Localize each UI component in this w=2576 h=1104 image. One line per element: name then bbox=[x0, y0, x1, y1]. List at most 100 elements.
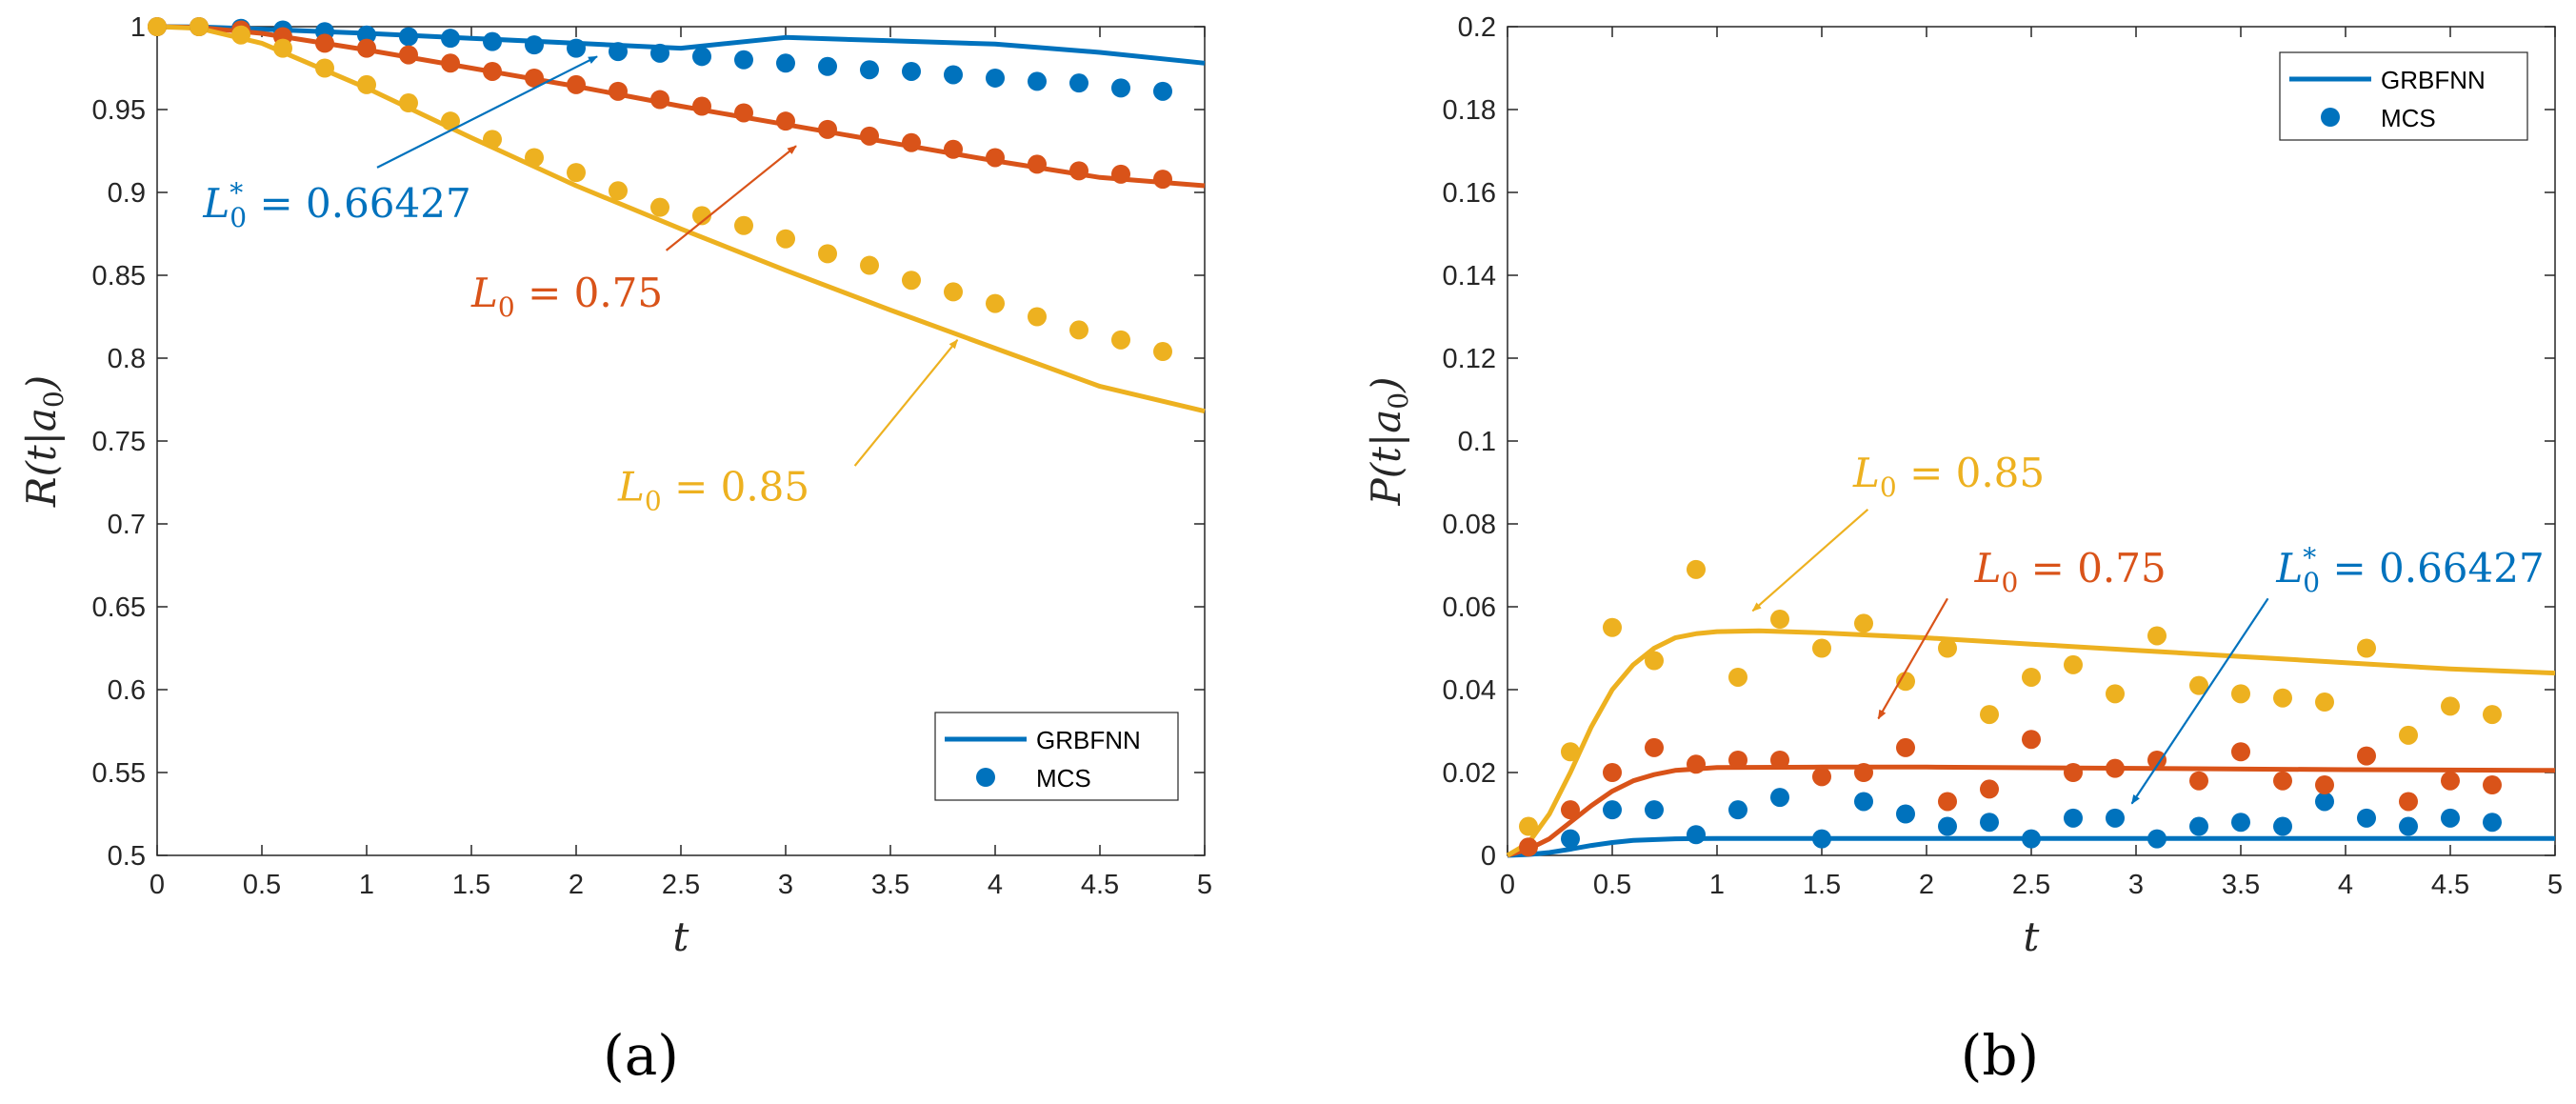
mcs-point bbox=[190, 17, 209, 36]
mcs-point bbox=[2064, 763, 2083, 782]
y-tick-label: 0.16 bbox=[1443, 178, 1496, 209]
annotation-arrow bbox=[2130, 597, 2269, 805]
mcs-point bbox=[315, 33, 334, 53]
annotation-arrow bbox=[853, 339, 959, 467]
x-tick-label: 3 bbox=[778, 870, 793, 900]
mcs-point bbox=[776, 229, 795, 249]
mcs-point bbox=[1153, 170, 1172, 190]
panel-caption-a: (a) bbox=[603, 1023, 679, 1088]
mcs-point bbox=[818, 244, 837, 264]
mcs-point bbox=[1854, 792, 1873, 812]
y-tick-label: 0.5 bbox=[108, 841, 146, 872]
mcs-point bbox=[2022, 730, 2041, 750]
panel-b: 0 0.5 1 1.5 2 2.5 3 3.5 4 4.5 5 0 0.02 0.04 0.06 0.08 0… bbox=[1363, 12, 2563, 960]
mcs-point bbox=[2147, 750, 2167, 770]
mcs-point bbox=[1111, 164, 1130, 184]
mcs-point bbox=[1687, 559, 1706, 579]
mcs-point bbox=[2022, 667, 2041, 687]
x-tick-label: 0.5 bbox=[1593, 870, 1631, 900]
y-tick-label: 0 bbox=[1481, 841, 1496, 872]
mcs-point bbox=[1728, 800, 1747, 820]
y-tick-label: 0.06 bbox=[1443, 592, 1496, 623]
mcs-point bbox=[441, 53, 460, 73]
x-tick-label: 4 bbox=[2338, 870, 2353, 900]
mcs-point bbox=[986, 293, 1005, 313]
x-tick-label: 4.5 bbox=[2431, 870, 2469, 900]
mcs-point bbox=[1069, 161, 1088, 181]
mcs-point bbox=[525, 35, 544, 55]
y-tick-label: 0.95 bbox=[92, 95, 146, 126]
x-tick-label: 1 bbox=[1709, 870, 1725, 900]
mcs-point bbox=[1111, 330, 1130, 350]
mcs-point bbox=[1153, 342, 1172, 362]
mcs-point bbox=[2483, 775, 2502, 795]
mcs-point bbox=[860, 60, 879, 80]
mcs-point bbox=[776, 53, 795, 73]
annotation-label: L* 0 = 0.66427 bbox=[202, 177, 470, 233]
mcs-point bbox=[2315, 693, 2334, 713]
annotation-arrow bbox=[665, 145, 797, 251]
mcs-point bbox=[1770, 788, 1789, 808]
mcs-point bbox=[692, 206, 711, 226]
y-tick-label: 0.2 bbox=[1458, 12, 1496, 43]
mcs-point bbox=[2189, 771, 2208, 791]
mcs-point bbox=[567, 163, 586, 183]
y-tick-label: 1 bbox=[130, 12, 146, 43]
mcs-point bbox=[567, 74, 586, 94]
mcs-point bbox=[2147, 829, 2167, 849]
mcs-point bbox=[986, 148, 1005, 168]
mcs-point bbox=[441, 111, 460, 131]
mcs-point bbox=[944, 65, 963, 85]
mcs-point bbox=[902, 132, 921, 152]
y-tick-label: 0.7 bbox=[108, 510, 146, 540]
x-tick-label: 2.5 bbox=[2012, 870, 2050, 900]
legend-dot-swatch-a bbox=[976, 768, 995, 787]
mcs-point bbox=[609, 42, 628, 62]
x-tick-label: 3 bbox=[2128, 870, 2144, 900]
y-axis-label-b: P(t|a0) bbox=[1363, 377, 1414, 507]
mcs-point bbox=[2441, 771, 2460, 791]
annotation-arrow bbox=[1751, 508, 1869, 612]
x-tick-label: 2 bbox=[1919, 870, 1934, 900]
mcs-point bbox=[1645, 800, 1664, 820]
annotation-label: L0 = 0.85 bbox=[1852, 450, 2045, 503]
mcs-point bbox=[818, 56, 837, 76]
y-tick-label: 0.04 bbox=[1443, 675, 1496, 706]
mcs-point bbox=[2022, 829, 2041, 849]
mcs-point bbox=[1980, 779, 1999, 799]
mcs-point bbox=[1812, 767, 1831, 787]
x-tick-label: 3.5 bbox=[871, 870, 909, 900]
mcs-point bbox=[1028, 307, 1047, 327]
mcs-point bbox=[1812, 829, 1831, 849]
mcs-point bbox=[2106, 758, 2125, 778]
panel-a: 0 0.5 1 1.5 2 2.5 3 3.5 4 4.5 5 0.50.550.60.650.70… bbox=[18, 12, 1212, 960]
y-tick-label: 0.02 bbox=[1443, 758, 1496, 789]
mcs-point bbox=[2231, 684, 2250, 704]
grbfnn-line-series-1 bbox=[156, 24, 1206, 189]
annotation-label: L* 0 = 0.66427 bbox=[2275, 542, 2544, 598]
mcs-point bbox=[483, 61, 502, 81]
mcs-point bbox=[231, 25, 250, 45]
mcs-point bbox=[1854, 613, 1873, 633]
mcs-point bbox=[2441, 696, 2460, 716]
mcs-point bbox=[2483, 705, 2502, 725]
legend-b: GRBFNN MCS bbox=[2279, 51, 2528, 141]
annotation-label: L0 = 0.75 bbox=[1974, 545, 2167, 598]
mcs-point bbox=[1938, 792, 1957, 812]
mcs-point bbox=[1519, 816, 1538, 836]
mcs-point bbox=[2106, 684, 2125, 704]
mcs-point bbox=[2064, 808, 2083, 828]
grbfnn-line-series-0 bbox=[156, 24, 1206, 66]
mcs-point bbox=[399, 27, 418, 47]
x-tick-label: 0 bbox=[150, 870, 165, 900]
y-tick-label: 0.6 bbox=[108, 675, 146, 706]
mcs-point bbox=[944, 139, 963, 159]
grbfnn-line-series-2 bbox=[1506, 628, 2556, 858]
mcs-point bbox=[1687, 754, 1706, 774]
mcs-point bbox=[944, 282, 963, 302]
annotation-arrow bbox=[376, 55, 598, 169]
y-tick-label: 0.8 bbox=[108, 344, 146, 374]
mcs-point bbox=[483, 130, 502, 150]
mcs-point bbox=[734, 215, 753, 235]
mcs-point bbox=[1645, 737, 1664, 757]
